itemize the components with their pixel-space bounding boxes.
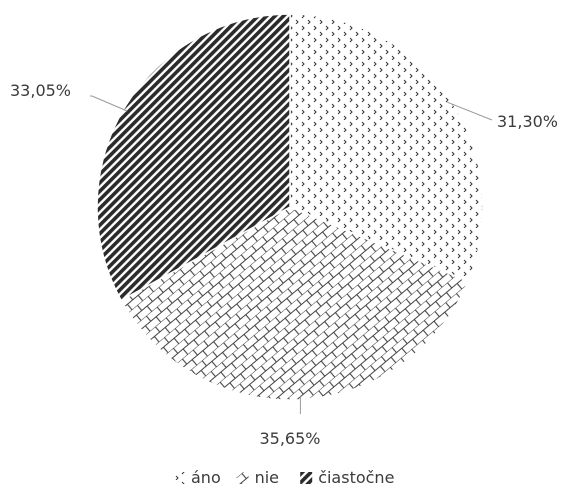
data-label-čiastočne: 33,05% — [10, 81, 71, 100]
legend-item-čiastočne: čiastočne — [300, 468, 394, 487]
legend-label-nie: nie — [255, 468, 279, 487]
legend-swatch-nie — [236, 472, 249, 484]
pie-slices — [96, 13, 484, 401]
leader-line-čiastočne — [90, 95, 128, 112]
data-label-nie: 35,65% — [259, 429, 320, 448]
legend-label-čiastočne: čiastočne — [318, 468, 394, 487]
legend: áno nie čiastočne — [173, 468, 394, 487]
leader-lines — [90, 95, 493, 414]
legend-label-áno: áno — [191, 468, 221, 487]
pie-slice-áno — [289, 13, 484, 283]
legend-swatch-áno — [173, 472, 185, 484]
legend-item-nie: nie — [236, 468, 279, 487]
data-labels: 31,30% 35,65% 33,05% — [10, 81, 558, 448]
leader-line-áno — [447, 101, 493, 121]
legend-swatch-čiastočne — [300, 472, 313, 484]
legend-item-áno: áno — [173, 468, 221, 487]
data-label-áno: 31,30% — [497, 112, 558, 131]
